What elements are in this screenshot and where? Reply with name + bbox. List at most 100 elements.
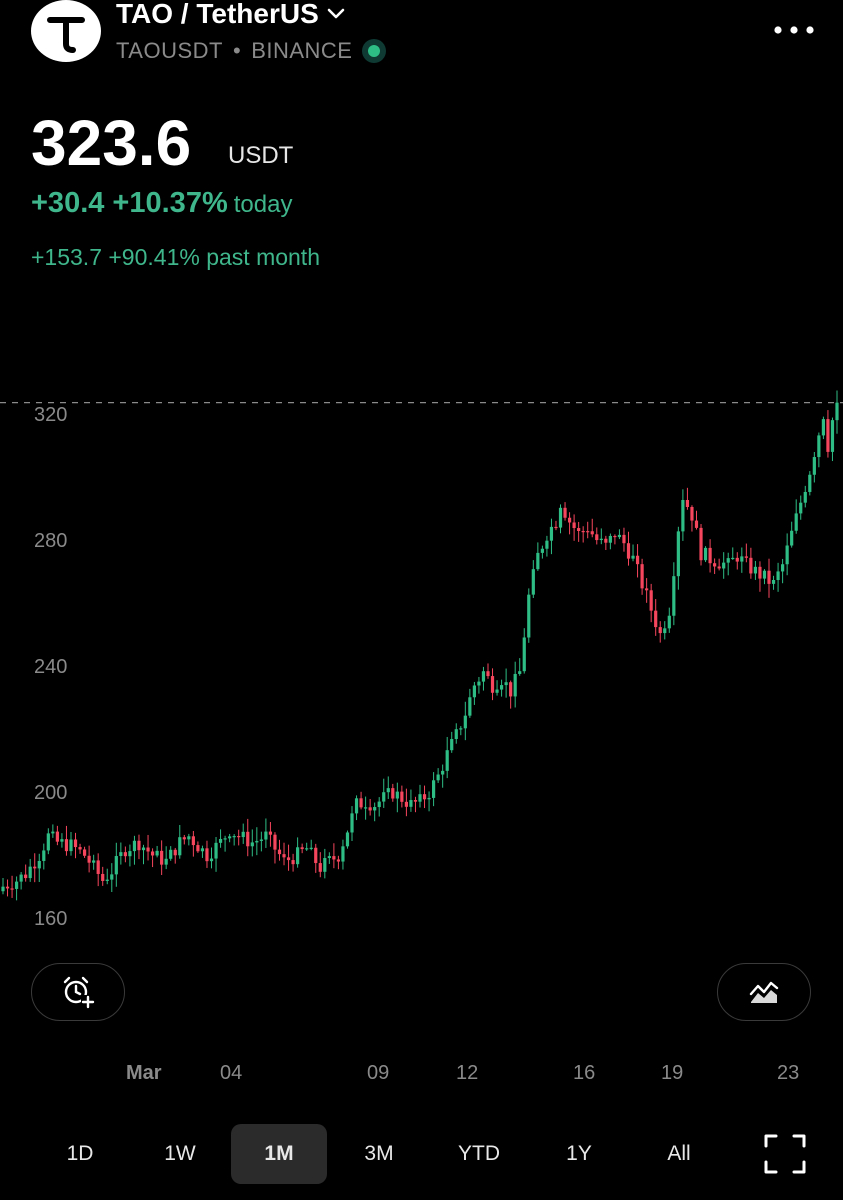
candle-body xyxy=(237,836,241,838)
candle-body xyxy=(277,849,282,855)
candle-body xyxy=(563,507,567,518)
candle-body xyxy=(781,564,785,572)
add-alarm-icon xyxy=(63,976,95,1009)
candle-body xyxy=(391,788,395,799)
range-1y[interactable]: 1Y xyxy=(566,1142,592,1165)
candle-body xyxy=(703,547,708,561)
candle-body xyxy=(318,863,322,872)
price-chart[interactable]: 320 280 240 200 160 xyxy=(0,380,843,940)
candle-body xyxy=(341,846,345,862)
candle-body xyxy=(51,831,55,834)
candle-body xyxy=(101,873,105,881)
range-1w[interactable]: 1W xyxy=(164,1142,196,1165)
candle-body xyxy=(504,682,508,686)
candle-body xyxy=(654,610,658,628)
candle-body xyxy=(19,874,23,882)
candle-body xyxy=(110,874,114,880)
range-1m[interactable]: 1M xyxy=(231,1124,327,1184)
candle-body xyxy=(82,849,87,856)
candle-body xyxy=(232,836,236,838)
candle-body xyxy=(608,535,612,543)
candle-body xyxy=(545,540,549,549)
candle-body xyxy=(96,860,100,874)
candle-body xyxy=(635,555,640,565)
candle-body xyxy=(119,852,123,857)
separator-dot: • xyxy=(232,38,242,63)
more-dots-icon[interactable] xyxy=(770,20,820,40)
candle-body xyxy=(617,534,622,538)
candle-body xyxy=(413,800,418,802)
candle-body xyxy=(14,881,19,889)
change-month: +153.7 +90.41% past month xyxy=(31,244,320,270)
candle-body xyxy=(205,848,209,862)
candle-body xyxy=(382,792,386,802)
candle-body xyxy=(409,800,413,807)
candle-body xyxy=(400,791,404,802)
candle-body xyxy=(477,681,481,686)
candle-body xyxy=(626,543,631,559)
candle-body xyxy=(490,676,495,693)
candle-body xyxy=(173,849,177,856)
candle-body xyxy=(305,848,309,850)
candle-body xyxy=(132,840,137,852)
range-1d[interactable]: 1D xyxy=(66,1142,94,1165)
candle-body xyxy=(604,538,608,543)
y-tick-label: 240 xyxy=(34,656,67,678)
y-tick-label: 160 xyxy=(34,908,67,930)
candle-body xyxy=(386,788,390,793)
candle-body xyxy=(141,847,146,851)
range-ytd[interactable]: YTD xyxy=(458,1142,500,1165)
chevron-down-icon xyxy=(327,8,345,19)
candle-body xyxy=(300,847,304,850)
candle-body xyxy=(46,833,50,851)
candle-body xyxy=(1,886,5,892)
candle-body xyxy=(350,813,354,833)
candle-body xyxy=(309,847,313,849)
candle-body xyxy=(214,842,218,859)
range-3m[interactable]: 3M xyxy=(364,1142,394,1165)
candle-body xyxy=(55,831,59,842)
candle-body xyxy=(5,886,10,889)
candle-body xyxy=(595,534,599,541)
candle-body xyxy=(830,420,835,452)
candle-body xyxy=(218,838,223,843)
candle-body xyxy=(28,866,32,879)
candle-body xyxy=(536,552,540,570)
range-all[interactable]: All xyxy=(667,1142,691,1165)
range-selector: 1D 1W 1M 3M YTD 1Y All xyxy=(0,1124,843,1184)
candle-body xyxy=(672,576,676,616)
candle-body xyxy=(645,588,649,591)
candle-body xyxy=(377,801,381,808)
candle-body xyxy=(250,842,254,847)
candle-body xyxy=(182,837,186,840)
fullscreen-icon[interactable] xyxy=(763,1133,807,1175)
candle-body xyxy=(24,874,28,879)
candle-body xyxy=(649,590,653,611)
candle-body xyxy=(459,728,463,730)
candle-body xyxy=(169,849,173,859)
candle-body xyxy=(658,627,662,634)
indicators-button[interactable] xyxy=(717,963,811,1021)
x-tick-label: 16 xyxy=(573,1062,596,1084)
candle-body xyxy=(468,697,472,716)
candle-body xyxy=(731,557,735,560)
pair-subtitle: TAOUSDT • BINANCE xyxy=(116,38,387,64)
candle-body xyxy=(64,839,69,852)
change-today: +30.4 +10.37% today xyxy=(31,186,292,222)
candle-body xyxy=(332,856,336,860)
candle-body xyxy=(228,836,232,839)
pair-title: TAO / TetherUS xyxy=(116,0,319,29)
x-tick-label: 19 xyxy=(661,1062,684,1084)
candle-body xyxy=(717,566,721,569)
candles xyxy=(1,390,839,901)
candle-body xyxy=(60,839,64,842)
candle-body xyxy=(155,850,159,856)
add-alert-button[interactable] xyxy=(31,963,125,1021)
candle-body xyxy=(722,562,726,569)
exchange-name: BINANCE xyxy=(251,38,353,63)
candle-body xyxy=(531,569,535,595)
last-price: 323.6 xyxy=(31,107,192,179)
symbol-selector[interactable]: TAO / TetherUS xyxy=(116,0,345,28)
candle-body xyxy=(472,685,476,698)
candle-body xyxy=(667,615,671,629)
